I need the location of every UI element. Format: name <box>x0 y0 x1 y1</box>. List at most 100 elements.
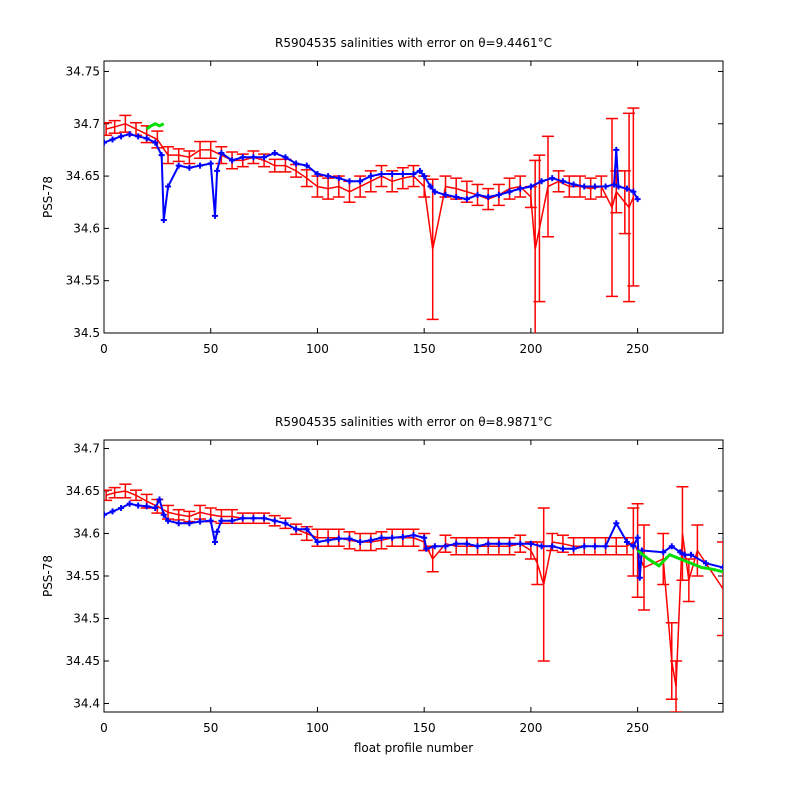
calibrated-point-marker <box>218 517 225 524</box>
calibrated-point-marker <box>152 139 159 146</box>
chart-title: R5904535 salinities with error on θ=8.98… <box>275 415 552 429</box>
calibrated-point-marker <box>474 191 481 198</box>
calibrated-series <box>104 496 723 581</box>
calibrated-point-marker <box>239 154 246 161</box>
calibrated-point-marker <box>378 170 385 177</box>
calibrated-point-marker <box>410 532 417 539</box>
calibrated-point-marker <box>613 520 620 527</box>
calibrated-point-marker <box>517 185 524 192</box>
calibrated-point-marker <box>410 170 417 177</box>
y-tick-label: 34.7 <box>73 442 100 456</box>
calibrated-point-marker <box>271 517 278 524</box>
calibrated-point-marker <box>668 543 675 550</box>
y-tick-label: 34.7 <box>73 117 100 131</box>
calibrated-point-marker <box>104 139 107 146</box>
calibrated-point-marker <box>431 543 438 550</box>
calibrated-point-marker <box>416 167 423 174</box>
x-tick-label: 250 <box>626 342 649 356</box>
calibrated-point-marker <box>681 551 688 558</box>
y-tick-label: 34.55 <box>66 569 100 583</box>
calibrated-point-marker <box>207 517 214 524</box>
calibrated-point-marker <box>229 517 236 524</box>
calibrated-point-marker <box>677 549 684 556</box>
calibrated-point-marker <box>634 534 641 541</box>
y-tick-label: 34.6 <box>73 527 100 541</box>
calibrated-point-marker <box>143 503 150 510</box>
calibrated-point-marker <box>218 150 225 157</box>
x-axis-label: float profile number <box>354 741 473 755</box>
calibrated-point-marker <box>591 543 598 550</box>
x-tick-label: 150 <box>413 721 436 735</box>
y-tick-label: 34.65 <box>66 484 100 498</box>
calibrated-point-marker <box>197 518 204 525</box>
y-tick-label: 34.45 <box>66 654 100 668</box>
calibrated-point-marker <box>325 537 332 544</box>
calibrated-point-marker <box>165 517 172 524</box>
calibrated-point-marker <box>239 515 246 522</box>
x-tick-label: 200 <box>519 721 542 735</box>
calibrated-point-marker <box>538 178 545 185</box>
mapped-series-line <box>636 549 723 574</box>
calibrated-point-marker <box>158 152 165 159</box>
calibrated-point-marker <box>152 505 159 511</box>
calibrated-point-marker <box>165 183 172 190</box>
calibrated-point-marker <box>485 194 492 200</box>
calibrated-point-marker <box>495 540 502 547</box>
y-axis-label: PSS-78 <box>41 176 55 218</box>
error-bar-series <box>104 483 723 712</box>
calibrated-point-marker <box>636 574 643 581</box>
calibrated-point-marker <box>687 551 694 558</box>
calibrated-point-marker <box>399 170 406 177</box>
y-axis-label: PSS-78 <box>41 555 55 597</box>
calibrated-point-marker <box>282 154 289 161</box>
calibrated-point-marker <box>175 520 182 527</box>
error-series-line <box>105 490 723 687</box>
calibrated-point-marker <box>389 170 396 177</box>
calibrated-point-marker <box>303 162 310 169</box>
calibrated-point-marker <box>109 136 116 143</box>
calibrated-point-marker <box>485 540 492 547</box>
calibrated-point-marker <box>378 534 385 541</box>
calibrated-point-marker <box>611 181 618 188</box>
calibrated-point-marker <box>211 212 218 219</box>
y-tick-label: 34.65 <box>66 169 100 183</box>
calibrated-point-marker <box>303 526 310 533</box>
calibrated-point-marker <box>214 167 221 174</box>
calibrated-point-marker <box>720 564 723 571</box>
calibrated-point-marker <box>211 539 218 545</box>
calibrated-point-marker <box>623 185 630 192</box>
y-tick-label: 34.4 <box>73 697 100 711</box>
calibrated-point-marker <box>581 183 588 190</box>
calibrated-point-marker <box>427 183 434 190</box>
calibrated-point-marker <box>357 539 364 545</box>
calibrated-point-marker <box>250 515 257 522</box>
calibrated-point-marker <box>602 543 609 550</box>
x-tick-label: 200 <box>519 342 542 356</box>
x-tick-label: 0 <box>100 342 108 356</box>
calibrated-point-marker <box>399 533 406 540</box>
calibrated-point-marker <box>421 534 428 541</box>
calibrated-point-marker <box>314 170 321 177</box>
x-tick-label: 50 <box>203 721 218 735</box>
calibrated-point-marker <box>135 502 142 509</box>
calibrated-point-marker <box>126 131 133 138</box>
calibrated-point-marker <box>109 508 116 515</box>
plot-data-area <box>104 483 723 712</box>
x-tick-label: 250 <box>626 721 649 735</box>
calibrated-point-marker <box>431 188 438 195</box>
calibrated-point-marker <box>346 535 353 542</box>
calibrated-point-marker <box>346 178 353 185</box>
calibrated-point-marker <box>325 173 332 180</box>
calibrated-point-marker <box>271 150 278 157</box>
calibrated-point-marker <box>613 146 620 153</box>
calibrated-point-marker <box>282 520 289 527</box>
calibrated-point-marker <box>367 537 374 544</box>
calibrated-point-marker <box>156 496 163 503</box>
calibrated-point-marker <box>570 181 577 188</box>
calibrated-point-marker <box>335 175 342 182</box>
calibrated-point-marker <box>135 133 142 140</box>
calibrated-point-marker <box>570 545 577 552</box>
calibrated-point-marker <box>463 196 470 203</box>
calibrated-point-marker <box>293 160 300 167</box>
